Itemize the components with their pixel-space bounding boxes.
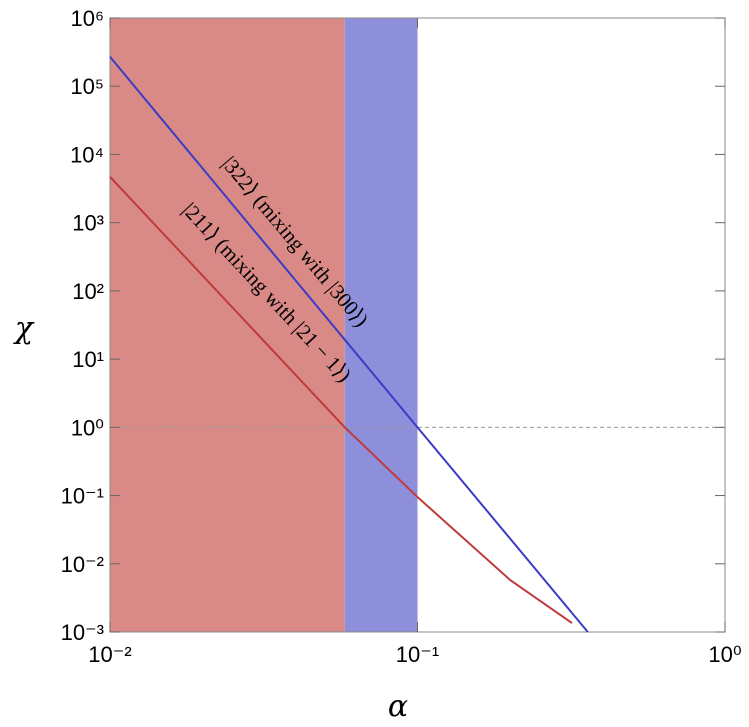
- y-tick-label: 10²: [72, 279, 104, 304]
- y-tick-label: 10⁴: [70, 142, 104, 167]
- x-tick-label: 10⁻²: [88, 642, 131, 667]
- shaded-band: [110, 18, 345, 632]
- y-axis-label: χ: [13, 311, 35, 346]
- y-tick-label: 10⁰: [71, 415, 104, 440]
- y-tick-label: 10⁶: [70, 6, 104, 31]
- x-axis-label: α: [388, 689, 408, 724]
- x-tick-label: 10⁻¹: [396, 642, 439, 667]
- y-tick-label: 10⁻³: [61, 620, 104, 645]
- data-line: [109, 56, 589, 633]
- data-line: [109, 176, 573, 624]
- y-tick-label: 10⁻²: [61, 552, 104, 577]
- y-tick-label: 10⁵: [70, 74, 104, 99]
- shaded-band: [344, 18, 418, 632]
- y-tick-label: 10³: [72, 211, 104, 236]
- y-tick-label: 10¹: [72, 347, 104, 372]
- y-tick-label: 10⁻¹: [61, 484, 104, 509]
- x-tick-label: 10⁰: [708, 642, 741, 667]
